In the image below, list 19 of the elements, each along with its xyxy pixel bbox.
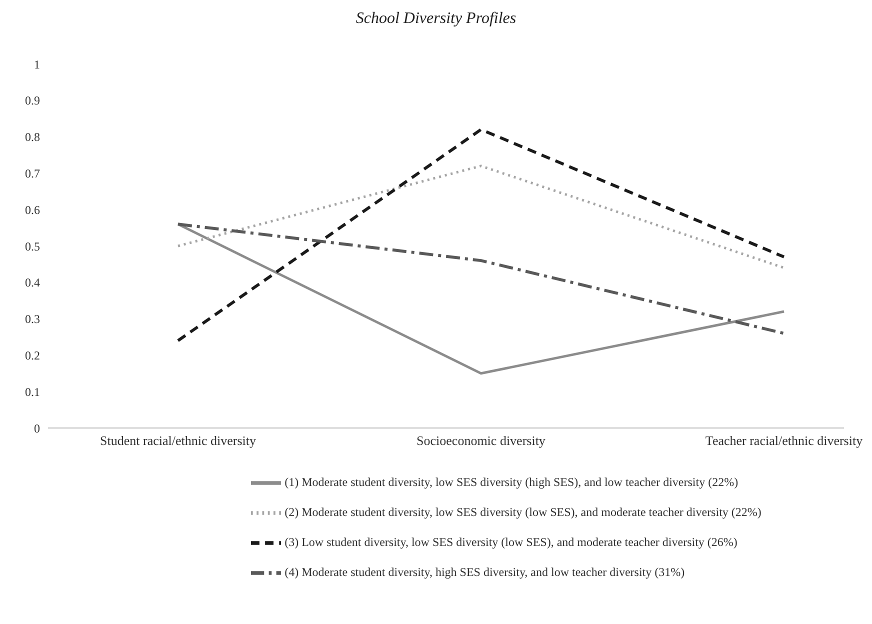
y-tick-label: 0.1	[25, 384, 40, 399]
y-tick-label: 0.2	[25, 348, 40, 362]
y-tick-label: 0.3	[25, 312, 40, 326]
chart-title: School Diversity Profiles	[354, 10, 518, 28]
y-tick-label: 0	[34, 421, 40, 436]
x-tick-label: Student racial/ethnic diversity	[100, 433, 256, 448]
y-tick-label: 0.4	[25, 276, 40, 290]
legend-label: (4) Moderate student diversity, high SES diversity, and low teacher diversity (31%)	[284, 564, 685, 579]
x-tick-label: Socioeconomic diversity	[416, 433, 546, 448]
y-tick-label: 0.5	[25, 239, 40, 254]
y-tick-label: 0.7	[25, 166, 40, 180]
legend-label: (2) Moderate student diversity, low SES diversity (low SES), and moderate teacher diversity (22%)	[284, 504, 762, 519]
x-tick-label: Teacher racial/ethnic diversity	[705, 433, 864, 448]
legend-label: (3) Low student diversity, low SES diversity (low SES), and moderate teacher diversity (26%)	[284, 534, 738, 549]
y-tick-label: 0.6	[25, 202, 40, 217]
y-tick-label: 0.9	[25, 94, 40, 108]
y-tick-label: 0.8	[25, 130, 40, 144]
y-tick-label: 1	[34, 57, 40, 72]
legend-label: (1) Moderate student diversity, low SES diversity (high SES), and low teacher diversity (22%)	[284, 474, 738, 489]
